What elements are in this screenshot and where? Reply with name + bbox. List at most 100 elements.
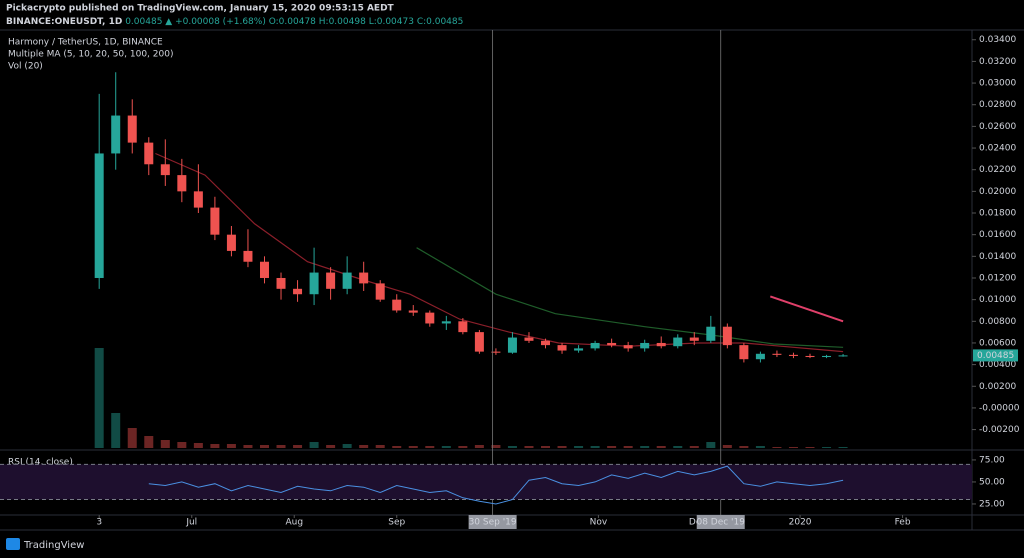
moving-average bbox=[155, 152, 844, 353]
candle-body bbox=[640, 342, 650, 349]
candle-body bbox=[408, 310, 418, 313]
candle-body bbox=[722, 326, 732, 346]
volume-bar bbox=[111, 413, 121, 448]
candle-body bbox=[491, 351, 501, 353]
publish-line: Pickacrypto published on TradingView.com… bbox=[6, 4, 395, 14]
candle-body bbox=[359, 272, 369, 284]
volume-bar bbox=[805, 447, 815, 448]
candle-body bbox=[607, 342, 617, 346]
candle-body bbox=[706, 326, 716, 341]
y-tick-label: 0.00400 bbox=[979, 360, 1016, 370]
x-tick-label: Nov bbox=[590, 518, 608, 528]
candle-body bbox=[805, 355, 815, 358]
y-tick-label: 0.01600 bbox=[979, 230, 1016, 240]
ohlc-low: L:0.00473 bbox=[369, 17, 414, 27]
volume-bar bbox=[640, 446, 650, 448]
volume-bar bbox=[127, 428, 137, 448]
volume-bar bbox=[441, 446, 451, 448]
y-tick-label: 0.02200 bbox=[979, 165, 1016, 175]
candle-body bbox=[309, 272, 319, 295]
candle-body bbox=[160, 164, 170, 176]
crosshair-label: 30 Sep '19 bbox=[469, 518, 517, 528]
y-tick-label: 50.00 bbox=[979, 477, 1005, 487]
volume-bar bbox=[408, 446, 418, 448]
volume-bar bbox=[392, 446, 402, 448]
volume-bar bbox=[210, 444, 220, 448]
candle-body bbox=[177, 175, 187, 192]
candle-body bbox=[755, 353, 765, 360]
indicator-label: Vol (20) bbox=[8, 62, 43, 72]
y-tick-label: 0.03400 bbox=[979, 35, 1016, 45]
volume-bar bbox=[474, 445, 484, 448]
candle-body bbox=[243, 250, 253, 262]
candle-body bbox=[574, 348, 584, 351]
candle-body bbox=[111, 115, 121, 154]
volume-bar bbox=[772, 447, 782, 448]
y-tick-label: 0.02400 bbox=[979, 144, 1016, 154]
volume-bar bbox=[507, 446, 517, 448]
volume-bar bbox=[425, 446, 435, 448]
y-tick-label: -0.00200 bbox=[979, 425, 1020, 435]
candle-body bbox=[772, 353, 782, 355]
volume-bar bbox=[342, 444, 352, 448]
volume-bar bbox=[557, 446, 567, 448]
volume-bar bbox=[590, 446, 600, 448]
x-tick-label: 2020 bbox=[789, 518, 812, 528]
volume-bar bbox=[226, 444, 236, 448]
candle-body bbox=[557, 345, 567, 351]
y-tick-label: 0.00800 bbox=[979, 317, 1016, 327]
volume-bar bbox=[524, 446, 534, 448]
x-tick-label: Sep bbox=[388, 518, 405, 528]
volume-bar bbox=[177, 442, 187, 448]
volume-bar bbox=[491, 445, 501, 448]
volume-bar bbox=[574, 446, 584, 448]
y-tick-label: 0.02000 bbox=[979, 187, 1016, 197]
candle-body bbox=[127, 115, 137, 143]
candle-body bbox=[822, 355, 832, 358]
rsi-title: RSI (14, close) bbox=[8, 458, 73, 468]
chart-title: Harmony / TetherUS, 1D, BINANCE bbox=[8, 38, 163, 48]
volume-bar bbox=[359, 445, 369, 448]
candle-body bbox=[673, 337, 683, 347]
volume-bar bbox=[722, 445, 732, 448]
volume-bar bbox=[326, 445, 336, 448]
ohlc-high: H:0.00498 bbox=[319, 17, 366, 27]
y-tick-label: 0.03000 bbox=[979, 79, 1016, 89]
candle-body bbox=[590, 342, 600, 349]
candle-body bbox=[541, 340, 551, 346]
candle-body bbox=[788, 354, 798, 356]
candle-body bbox=[689, 337, 699, 341]
candle-body bbox=[838, 355, 848, 357]
ohlc-open: O:0.00478 bbox=[269, 17, 316, 27]
volume-bar bbox=[541, 446, 551, 448]
candle-body bbox=[375, 283, 385, 300]
volume-bar bbox=[788, 447, 798, 448]
crosshair-label-box bbox=[696, 515, 745, 529]
candle-body bbox=[739, 345, 749, 360]
y-tick-label: 0.02600 bbox=[979, 122, 1016, 132]
volume-bar bbox=[656, 446, 666, 448]
candle-body bbox=[392, 299, 402, 311]
candle-body bbox=[326, 272, 336, 289]
candle-body bbox=[507, 337, 517, 353]
volume-bar bbox=[309, 442, 319, 448]
volume-bar bbox=[623, 446, 633, 448]
volume-bar bbox=[458, 446, 468, 448]
crosshair-label: 08 Dec '19 bbox=[696, 518, 745, 528]
moving-average bbox=[416, 247, 844, 348]
indicator-label: Multiple MA (5, 10, 20, 50, 100, 200) bbox=[8, 50, 173, 60]
volume-bar bbox=[94, 348, 104, 448]
footer[interactable]: TradingView bbox=[23, 540, 84, 551]
y-tick-label: 0.01200 bbox=[979, 273, 1016, 283]
logo bbox=[6, 538, 20, 550]
volume-bar bbox=[739, 446, 749, 448]
volume-bar bbox=[689, 446, 699, 448]
candle-body bbox=[441, 321, 451, 324]
symbol-line: BINANCE:ONEUSDT, 1D 0.00485 ▲ +0.00008 (… bbox=[6, 17, 463, 27]
candle-body bbox=[259, 261, 269, 278]
y-tick-label: 0.02800 bbox=[979, 100, 1016, 110]
volume-bar bbox=[193, 443, 203, 448]
volume-bar bbox=[375, 445, 385, 448]
volume-bar bbox=[293, 445, 303, 448]
